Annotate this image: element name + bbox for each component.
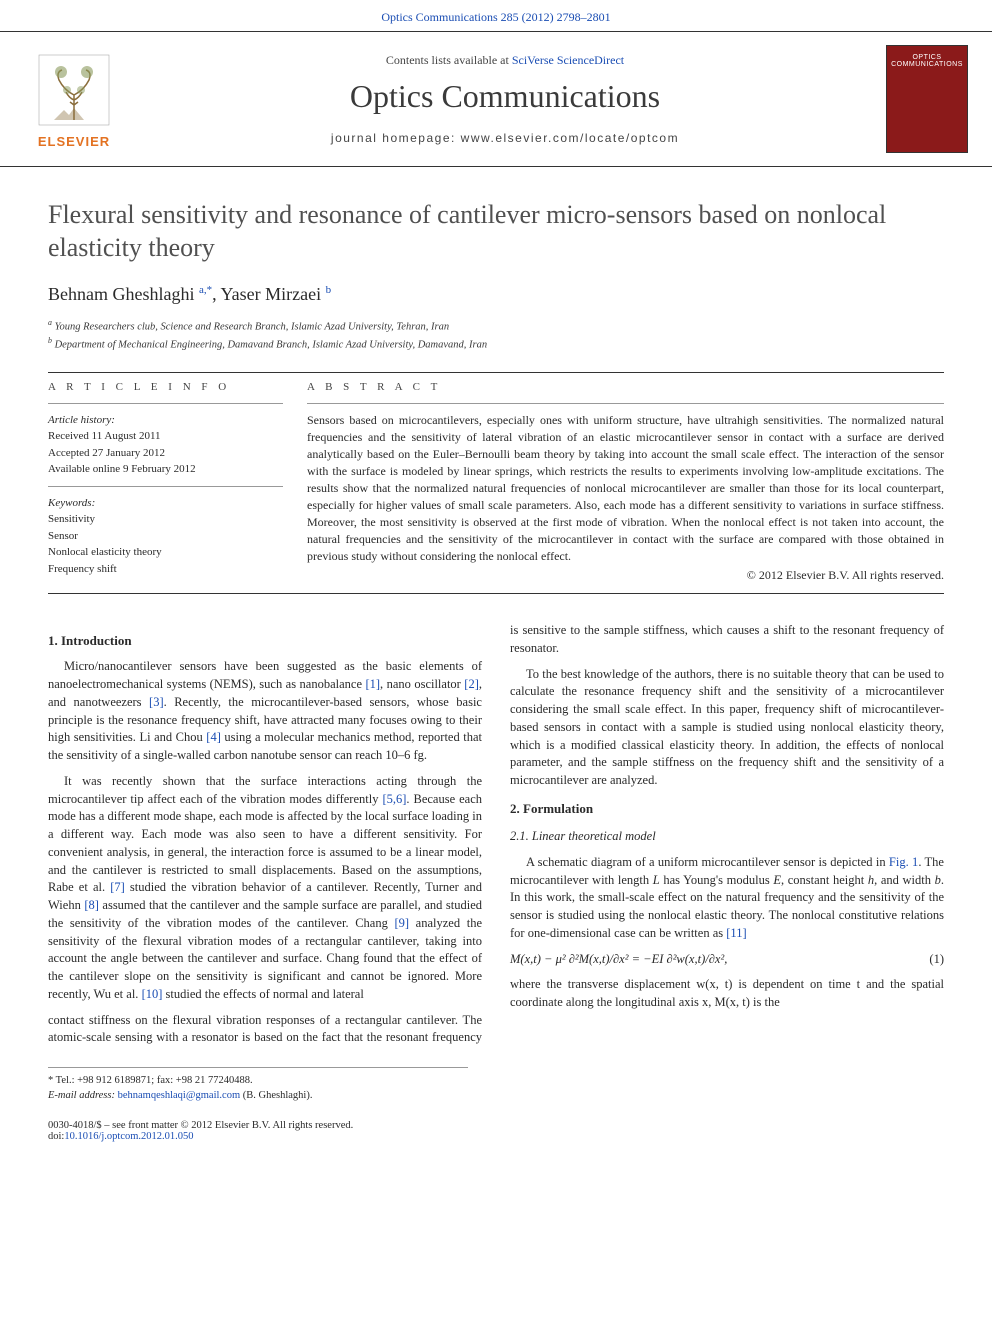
homepage-label: journal homepage: xyxy=(331,131,461,145)
info-abstract-row: A R T I C L E I N F O Article history: R… xyxy=(0,381,992,586)
affiliation-b: b Department of Mechanical Engineering, … xyxy=(48,335,944,353)
online-date: Available online 9 February 2012 xyxy=(48,461,283,478)
section-2-1-heading: 2.1. Linear theoretical model xyxy=(510,828,944,846)
email-person: (B. Gheshlaghi). xyxy=(240,1090,312,1101)
abstract-col: A B S T R A C T Sensors based on microca… xyxy=(307,381,944,586)
affiliations: a Young Researchers club, Science and Re… xyxy=(0,309,992,364)
article-info-heading: A R T I C L E I N F O xyxy=(48,381,283,393)
abstract-text: Sensors based on microcantilevers, espec… xyxy=(307,413,944,563)
banner-center: Contents lists available at SciVerse Sci… xyxy=(144,53,866,145)
keyword-4: Frequency shift xyxy=(48,561,283,578)
elsevier-wordmark: ELSEVIER xyxy=(38,134,110,149)
elsevier-tree-icon xyxy=(34,50,114,130)
elsevier-logo: ELSEVIER xyxy=(24,44,124,154)
doi-link[interactable]: 10.1016/j.optcom.2012.01.050 xyxy=(64,1131,193,1142)
ref-7[interactable]: [7] xyxy=(110,880,125,894)
received-date: Received 11 August 2011 xyxy=(48,428,283,445)
journal-name: Optics Communications xyxy=(144,78,866,115)
ref-2[interactable]: [2] xyxy=(464,677,479,691)
author-1: Behnam Gheshlaghi xyxy=(48,284,194,304)
keywords-label: Keywords: xyxy=(48,495,283,512)
doi-line: doi:10.1016/j.optcom.2012.01.050 xyxy=(48,1131,944,1142)
intro-p2: It was recently shown that the surface i… xyxy=(48,773,482,1004)
s21-p1: A schematic diagram of a uniform microca… xyxy=(510,854,944,943)
citation-link[interactable]: Optics Communications 285 (2012) 2798–28… xyxy=(381,10,610,24)
authors-line: Behnam Gheshlaghi a,*, Yaser Mirzaei b xyxy=(0,268,992,309)
journal-cover-thumb: OPTICS COMMUNICATIONS xyxy=(886,45,968,153)
equation-1: M(x,t) − μ² ∂²M(x,t)/∂x² = −EI ∂²w(x,t)/… xyxy=(510,951,944,969)
affiliation-a: a Young Researchers club, Science and Re… xyxy=(48,317,944,335)
author-1-affil-link[interactable]: a,* xyxy=(199,284,212,296)
corr-tel-fax: * Tel.: +98 912 6189871; fax: +98 21 772… xyxy=(48,1074,468,1089)
keyword-1: Sensitivity xyxy=(48,511,283,528)
rule-bottom xyxy=(48,593,944,594)
ref-9[interactable]: [9] xyxy=(394,916,409,930)
corresponding-author-footer: * Tel.: +98 912 6189871; fax: +98 21 772… xyxy=(48,1067,468,1115)
corr-email-line: E-mail address: behnamqeshlaqi@gmail.com… xyxy=(48,1089,468,1104)
equation-1-number: (1) xyxy=(929,951,944,969)
keyword-3: Nonlocal elasticity theory xyxy=(48,544,283,561)
article-history: Article history: Received 11 August 2011… xyxy=(48,403,283,486)
keywords-block: Keywords: Sensitivity Sensor Nonlocal el… xyxy=(48,486,283,586)
abstract-heading: A B S T R A C T xyxy=(307,381,944,393)
ref-1[interactable]: [1] xyxy=(365,677,380,691)
equation-1-body: M(x,t) − μ² ∂²M(x,t)/∂x² = −EI ∂²w(x,t)/… xyxy=(510,951,727,969)
fig-1-link[interactable]: Fig. 1 xyxy=(889,855,918,869)
rule-top xyxy=(48,372,944,373)
front-matter-line: 0030-4018/$ – see front matter © 2012 El… xyxy=(0,1116,992,1162)
section-1-heading: 1. Introduction xyxy=(48,632,482,650)
ref-11[interactable]: [11] xyxy=(726,926,746,940)
s21-p2: where the transverse displacement w(x, t… xyxy=(510,976,944,1012)
running-head: Optics Communications 285 (2012) 2798–28… xyxy=(0,0,992,31)
ref-3[interactable]: [3] xyxy=(149,695,164,709)
article-title: Flexural sensitivity and resonance of ca… xyxy=(0,167,992,268)
journal-banner: ELSEVIER Contents lists available at Sci… xyxy=(0,31,992,167)
doi-label: doi: xyxy=(48,1131,64,1142)
ref-5-6[interactable]: [5,6] xyxy=(382,792,406,806)
intro-p1: Micro/nanocantilever sensors have been s… xyxy=(48,658,482,765)
ref-8[interactable]: [8] xyxy=(84,898,99,912)
author-2: Yaser Mirzaei xyxy=(220,284,321,304)
front-matter-text: 0030-4018/$ – see front matter © 2012 El… xyxy=(48,1120,944,1131)
homepage-line: journal homepage: www.elsevier.com/locat… xyxy=(144,131,866,145)
accepted-date: Accepted 27 January 2012 xyxy=(48,445,283,462)
keyword-2: Sensor xyxy=(48,528,283,545)
abstract-body: Sensors based on microcantilevers, espec… xyxy=(307,403,944,584)
ref-4[interactable]: [4] xyxy=(206,730,221,744)
email-label: E-mail address: xyxy=(48,1090,118,1101)
abstract-copyright: © 2012 Elsevier B.V. All rights reserved… xyxy=(307,567,944,584)
history-label: Article history: xyxy=(48,412,283,429)
author-2-affil-link[interactable]: b xyxy=(326,284,332,296)
section-2-heading: 2. Formulation xyxy=(510,800,944,818)
sciencedirect-link[interactable]: SciVerse ScienceDirect xyxy=(512,53,624,67)
article-info-col: A R T I C L E I N F O Article history: R… xyxy=(48,381,283,586)
email-link[interactable]: behnamqeshlaqi@gmail.com xyxy=(118,1090,241,1101)
homepage-url: www.elsevier.com/locate/optcom xyxy=(461,131,679,145)
intro-p4: To the best knowledge of the authors, th… xyxy=(510,666,944,790)
ref-10[interactable]: [10] xyxy=(142,987,163,1001)
contents-line: Contents lists available at SciVerse Sci… xyxy=(144,53,866,68)
contents-pre: Contents lists available at xyxy=(386,53,512,67)
cover-title: OPTICS COMMUNICATIONS xyxy=(887,54,967,68)
article-body: 1. Introduction Micro/nanocantilever sen… xyxy=(0,602,992,1047)
